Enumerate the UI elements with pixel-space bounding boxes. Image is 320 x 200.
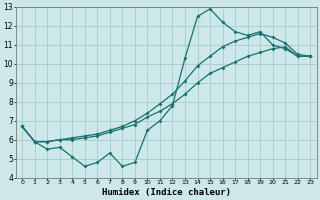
X-axis label: Humidex (Indice chaleur): Humidex (Indice chaleur) xyxy=(102,188,231,197)
